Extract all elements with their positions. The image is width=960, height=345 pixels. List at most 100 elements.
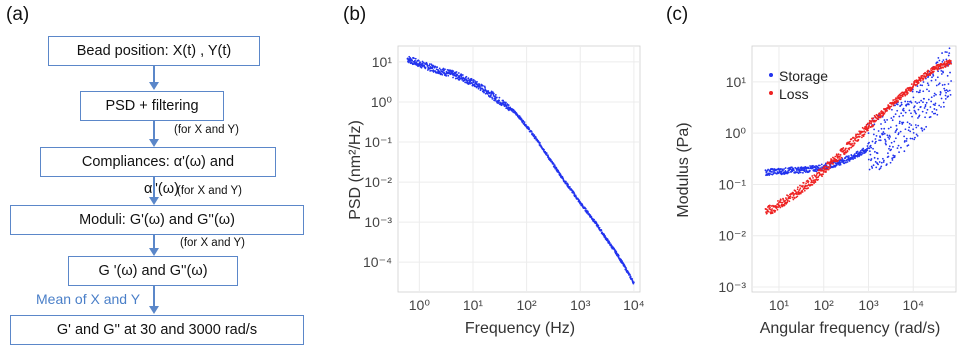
data-point (949, 93, 952, 96)
data-point (520, 118, 523, 121)
data-point (874, 160, 877, 163)
chart-c-series (764, 47, 953, 215)
data-point (856, 133, 859, 136)
data-point (898, 120, 901, 123)
data-point (850, 146, 853, 149)
data-point (918, 114, 921, 117)
data-point (938, 59, 941, 62)
data-point (603, 233, 606, 236)
flow-note-mean-x-y: Mean of X and Y (36, 291, 141, 307)
data-point (926, 82, 929, 85)
data-point (943, 105, 945, 108)
y-tick-label: 10⁻¹ (364, 134, 392, 150)
data-point (771, 208, 774, 210)
data-point (895, 124, 898, 127)
data-point (864, 128, 867, 131)
data-point (897, 94, 900, 97)
x-tick-label: 10¹ (463, 297, 484, 313)
data-point (853, 142, 856, 145)
data-point (934, 112, 937, 115)
data-point (839, 162, 842, 165)
data-point (890, 141, 893, 144)
data-point (428, 63, 431, 65)
data-point (925, 125, 928, 128)
data-point (906, 121, 909, 124)
data-point (854, 157, 856, 160)
data-point (932, 112, 935, 115)
data-point (886, 134, 889, 137)
data-point (880, 165, 883, 168)
data-point (478, 83, 481, 86)
flow-arrow-head (149, 139, 159, 147)
data-point (916, 135, 919, 137)
data-point (483, 91, 485, 94)
data-point (802, 171, 804, 174)
flow-note-x-y-1: (for X and Y) (174, 124, 239, 136)
data-point (883, 159, 885, 162)
data-point (791, 170, 794, 173)
data-point (933, 94, 936, 97)
data-point (843, 159, 846, 162)
data-point (438, 67, 441, 70)
data-point (919, 106, 922, 108)
data-point (904, 128, 907, 131)
data-point (578, 199, 581, 202)
panel-label-b: (b) (343, 4, 367, 25)
data-point (823, 169, 825, 172)
data-point (915, 90, 918, 93)
data-point (945, 91, 947, 94)
data-point (866, 122, 869, 125)
data-point (872, 117, 874, 120)
data-point (807, 180, 810, 183)
data-point (892, 154, 895, 157)
data-point (890, 105, 893, 108)
data-point (768, 204, 771, 207)
data-point (419, 62, 422, 64)
data-point (836, 157, 839, 159)
data-point (934, 102, 937, 105)
data-point (910, 83, 913, 86)
data-point (770, 205, 773, 207)
data-point (867, 158, 870, 161)
data-point (445, 74, 448, 77)
y-tick-label: 10⁰ (371, 94, 393, 110)
data-point (878, 161, 881, 163)
series-loss (764, 59, 953, 215)
data-point (815, 170, 818, 173)
data-point (896, 147, 899, 150)
data-point (942, 59, 945, 62)
data-point (796, 193, 798, 196)
y-tick-label: 10⁻² (718, 228, 746, 244)
data-point (944, 97, 947, 100)
data-point (949, 71, 951, 74)
data-point (919, 89, 921, 92)
data-point (561, 175, 564, 178)
data-point (947, 95, 950, 98)
flow-arrow (153, 235, 155, 249)
data-point (792, 167, 795, 170)
data-point (528, 128, 531, 131)
data-point (858, 133, 860, 136)
data-point (893, 140, 896, 143)
data-point (937, 83, 940, 86)
data-point (883, 119, 886, 121)
data-point (816, 172, 819, 175)
data-point (487, 90, 490, 92)
data-point (861, 126, 864, 129)
data-point (909, 137, 912, 140)
data-point (882, 133, 885, 136)
data-point (873, 150, 876, 153)
data-point (905, 137, 908, 140)
data-point (870, 121, 873, 123)
data-point (834, 160, 837, 163)
data-point (530, 130, 533, 133)
chart-b-plot-area (397, 45, 641, 293)
data-point (888, 134, 891, 137)
data-point (827, 168, 830, 171)
data-point (862, 131, 864, 133)
data-point (929, 116, 932, 118)
panel-label-c: (c) (666, 4, 689, 25)
data-point (890, 148, 892, 151)
data-point (845, 161, 847, 164)
data-point (910, 112, 912, 115)
